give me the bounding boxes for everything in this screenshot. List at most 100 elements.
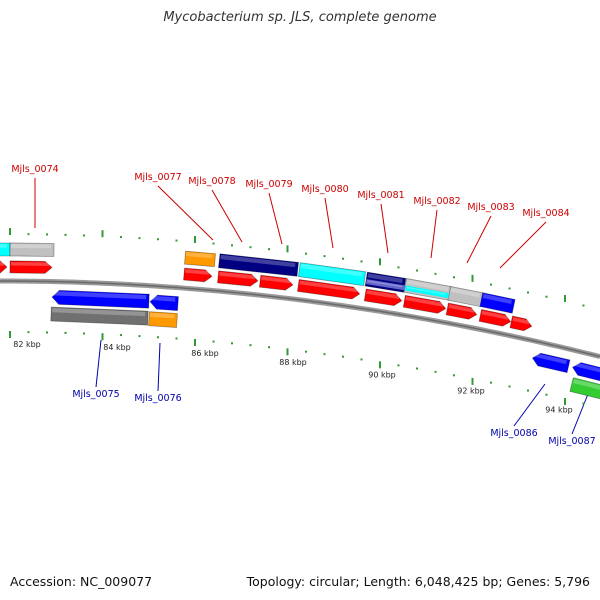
gene-label-forward: Mjls_0078 (188, 176, 235, 187)
cds-forward (478, 309, 512, 327)
gene-forward (218, 253, 299, 277)
gene-forward (479, 292, 516, 314)
gene-label-forward: Mjls_0081 (357, 190, 404, 201)
gene-reverse (148, 311, 178, 328)
label-connector (324, 197, 334, 249)
tick-mark (564, 398, 566, 406)
tick-mark (175, 239, 178, 242)
scale-tick-labels: 82 kbp 84 kbp 86 kbp 88 kbp 90 kbp 92 kbp 94 k… (13, 340, 573, 414)
gene-forward-shine (406, 279, 449, 292)
tick-mark (416, 367, 418, 370)
cds-forward (258, 274, 294, 291)
cds-forward-shape (258, 274, 294, 291)
gene-forward-shine (367, 280, 403, 288)
tick-mark (212, 242, 215, 245)
tick-mark (582, 304, 585, 307)
gene-reverse (572, 362, 600, 384)
gene-reverse-shine (52, 308, 146, 317)
cds-forward-shape (0, 260, 8, 274)
gene-forward-shape (404, 285, 450, 299)
label-connector (499, 221, 547, 269)
tick-mark (471, 377, 474, 385)
gene-reverse-shine (151, 295, 176, 302)
gene-reverse-shine (533, 352, 567, 365)
tick-mark (360, 358, 363, 361)
gene-forward-shine (300, 263, 363, 277)
label-connector (513, 383, 546, 427)
tick-mark (194, 338, 196, 346)
tick-mark (231, 342, 233, 345)
gene-label-forward: Mjls_0083 (467, 202, 514, 213)
tick-mark (360, 260, 363, 263)
gene-forward (184, 250, 216, 268)
gene-reverse-shine (53, 291, 147, 300)
tick-mark (249, 246, 252, 249)
label-connector (211, 189, 243, 243)
gene-forward-shine (11, 243, 52, 249)
cds-forward-shine (481, 310, 509, 320)
cds-forward-shape (183, 267, 213, 283)
gene-forward-shape (184, 250, 216, 268)
gene-forward-shape (218, 253, 299, 277)
tick-mark (27, 331, 30, 334)
tick-mark (379, 258, 381, 266)
tick-mark (527, 291, 529, 294)
label-connector-lines (34, 178, 591, 435)
tick-mark (342, 257, 344, 260)
accession-text: Accession: NC_009077 (10, 574, 153, 589)
cds-forward (297, 279, 361, 300)
gene-labels: Mjls_0074 Mjls_0077 Mjls_0078 Mjls_0079 Mjls… (11, 164, 595, 447)
cds-forward (217, 270, 259, 287)
gene-reverse-shine (573, 362, 600, 375)
tick-mark (453, 374, 455, 377)
cds-forward-shine (512, 317, 530, 325)
tick-mark (231, 244, 233, 247)
gene-forward-shape (0, 242, 11, 257)
tick-mark (323, 353, 326, 356)
tick-mark (249, 344, 252, 347)
tick-mark (527, 389, 529, 392)
tick-mark (268, 248, 270, 251)
label-connector (157, 342, 161, 392)
tick-mark (545, 393, 548, 396)
gene-forward-shape (365, 279, 406, 291)
tick-label: 84 kbp (103, 343, 131, 352)
tick-mark (416, 269, 418, 272)
tick-mark (101, 333, 104, 341)
cds-forward-shape (9, 260, 53, 274)
tick-mark (490, 283, 492, 286)
tick-label: 82 kbp (13, 340, 41, 349)
gene-forward (447, 286, 484, 308)
gene-forward-shine (220, 254, 296, 268)
tick-mark (9, 228, 11, 236)
cds-forward (402, 294, 447, 314)
gene-forward-shine (482, 293, 512, 304)
gene-forward-shape (297, 262, 367, 287)
tick-mark (27, 233, 30, 236)
gene-label-reverse: Mjls_0076 (134, 393, 181, 404)
genome-backbone (0, 278, 600, 360)
tick-mark (83, 234, 85, 237)
gene-forward (297, 262, 367, 287)
gene-forward (365, 279, 406, 291)
tick-mark (286, 348, 289, 356)
cds-forward (183, 267, 213, 283)
gene-label-forward: Mjls_0082 (413, 196, 460, 207)
gene-reverse (149, 294, 179, 312)
gene-reverse-shape (569, 377, 600, 402)
cds-forward-shine (185, 269, 210, 275)
gene-label-reverse: Mjls_0087 (548, 436, 595, 447)
gene-forward (0, 242, 11, 257)
gene-forward-shine (186, 252, 213, 259)
gene-label-reverse: Mjls_0075 (72, 389, 119, 400)
gene-forward (9, 242, 55, 257)
gene-features (0, 242, 600, 402)
gene-reverse (531, 352, 571, 374)
tick-mark (268, 346, 270, 349)
tick-mark (453, 276, 455, 279)
tick-label: 94 kbp (545, 406, 573, 415)
tick-mark (46, 331, 48, 334)
tick-mark (120, 236, 122, 239)
tick-mark (582, 402, 585, 405)
